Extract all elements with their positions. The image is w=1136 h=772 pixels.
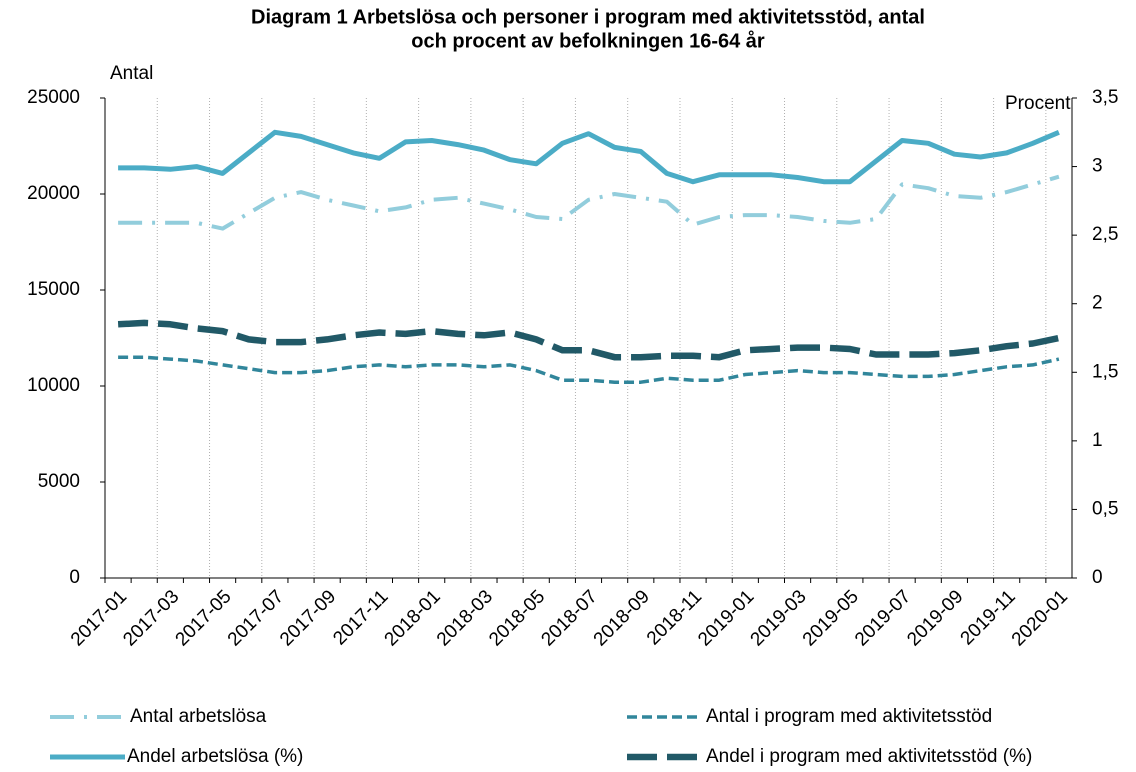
x-tick-label: 2018-05 [485, 586, 549, 650]
y-tick-label: 5000 [38, 471, 80, 492]
x-tick-label: 2019-01 [694, 586, 758, 650]
x-tick-label: 2017-09 [276, 586, 340, 650]
x-tick-label: 2018-09 [590, 586, 654, 650]
y2-tick-label: 3 [1092, 156, 1103, 177]
x-tick-label: 2017-11 [329, 586, 392, 649]
legend-label: Andel i program med aktivitetsstöd (%) [706, 746, 1032, 767]
x-tick-label: 2017-07 [224, 586, 288, 650]
y2-tick-label: 1,5 [1092, 361, 1118, 382]
y2-tick-label: 0,5 [1092, 498, 1118, 519]
x-tick-label: 2018-11 [643, 586, 706, 649]
x-tick-label: 2020-01 [1008, 586, 1072, 650]
y-axis-label: Antal [110, 63, 153, 84]
y2-tick-label: 1 [1092, 430, 1103, 451]
y-tick-label: 20000 [27, 183, 80, 204]
y2-tick-label: 2,5 [1092, 224, 1118, 245]
series-line [118, 129, 1060, 185]
y-tick-label: 10000 [27, 375, 80, 396]
y-tick-label: 15000 [27, 279, 80, 300]
legend-label: Antal i program med aktivitetsstöd [706, 706, 992, 727]
chart-title: och procent av befolkningen 16-64 år [411, 29, 765, 52]
y2-tick-label: 0 [1092, 567, 1103, 588]
y-tick-label: 0 [69, 567, 80, 588]
x-tick-label: 2018-07 [537, 586, 601, 650]
y2-tick-label: 2 [1092, 293, 1103, 314]
x-tick-label: 2018-01 [381, 586, 445, 650]
y-tick-label: 25000 [27, 87, 80, 108]
chart-title: Diagram 1 Arbetslösa och personer i prog… [251, 6, 925, 28]
y2-axis-label: Procent [1005, 93, 1071, 114]
series-line [117, 319, 1060, 361]
x-tick-label: 2019-05 [799, 586, 863, 650]
series-line [118, 355, 1060, 384]
series-line [118, 174, 1060, 231]
x-tick-label: 2017-03 [119, 586, 183, 650]
x-tick-label: 2018-03 [433, 586, 497, 650]
legend-label: Andel arbetslösa (%) [127, 746, 303, 767]
y2-tick-label: 3,5 [1092, 87, 1118, 108]
x-tick-label: 2017-01 [67, 586, 131, 650]
legend-label: Antal arbetslösa [130, 706, 267, 727]
x-tick-label: 2019-03 [747, 586, 811, 650]
x-tick-label: 2017-05 [172, 586, 236, 650]
x-tick-label: 2019-07 [851, 586, 915, 650]
x-tick-label: 2019-11 [957, 586, 1020, 649]
x-tick-label: 2019-09 [903, 586, 967, 650]
